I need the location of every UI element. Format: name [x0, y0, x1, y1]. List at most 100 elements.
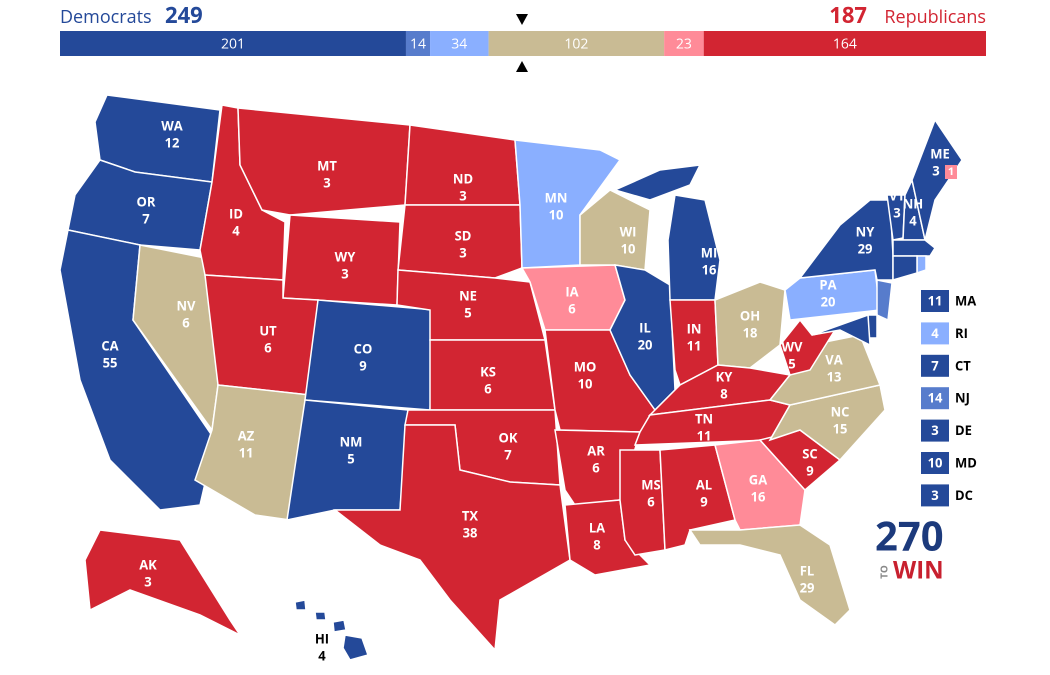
state-shape — [876, 279, 893, 322]
state-ev: 5 — [464, 303, 471, 321]
state-ev: 8 — [720, 384, 727, 402]
state-ev: 4 — [909, 211, 917, 229]
state-ev: 5 — [347, 449, 354, 467]
state-abbr: CO — [354, 339, 373, 357]
state-ev: 38 — [463, 523, 478, 541]
state-ev: 16 — [702, 260, 717, 278]
state-shape — [397, 204, 523, 279]
state-ev: 55 — [103, 353, 118, 371]
state-abbr: WY — [335, 247, 357, 265]
rep-total: 187 — [829, 0, 867, 30]
state-abbr: TX — [462, 506, 479, 524]
state-ev: 11 — [697, 426, 712, 444]
state-ev: 3 — [932, 161, 939, 179]
midpoint-arrow — [516, 14, 528, 25]
state-abbr: AK — [139, 555, 157, 573]
state-ev: 16 — [751, 487, 766, 505]
district-ev: 1 — [948, 164, 954, 179]
callout-ev: 11 — [928, 291, 943, 309]
state-ev: 3 — [341, 264, 348, 282]
state-abbr: OR — [137, 192, 156, 210]
state-shape — [84, 529, 243, 637]
state-ev: 29 — [858, 239, 873, 257]
state-abbr: NY — [856, 222, 876, 240]
state-abbr: ID — [229, 204, 243, 222]
state-abbr: SD — [455, 226, 472, 244]
rep-label: Republicans — [884, 5, 986, 29]
state-abbr: TN — [695, 409, 713, 427]
state-abbr: FL — [800, 561, 814, 579]
state-ev: 3 — [459, 186, 466, 204]
state-abbr: LA — [589, 518, 605, 536]
state-abbr: MT — [317, 156, 337, 174]
state-abbr: AR — [587, 441, 605, 459]
state-shape — [798, 199, 894, 281]
bar-segment — [405, 31, 431, 56]
state-abbr: SC — [802, 444, 817, 462]
state-abbr: ME — [930, 144, 950, 162]
state-ev: 15 — [833, 419, 848, 437]
state-shape — [342, 634, 369, 661]
state-abbr: CA — [101, 336, 118, 354]
state-abbr: UT — [259, 321, 277, 339]
state-abbr: WI — [620, 222, 637, 240]
state-abbr: MN — [545, 188, 568, 206]
callout-box — [921, 419, 949, 442]
callout-box — [921, 322, 949, 345]
state-abbr: VA — [825, 350, 842, 368]
state-abbr: MI — [701, 243, 718, 261]
bar-segment-label: 34 — [451, 34, 467, 53]
state-shape — [314, 611, 327, 621]
state-ev: 6 — [568, 299, 576, 317]
callout-ev: 7 — [931, 356, 939, 374]
state-abbr: PA — [819, 275, 836, 293]
callout-ev: 10 — [928, 453, 943, 471]
state-ev: 8 — [593, 535, 600, 553]
callout-ev: 14 — [928, 389, 943, 407]
callout-abbr: MA — [955, 291, 976, 309]
state-abbr: NM — [340, 432, 363, 450]
callout-box — [921, 484, 949, 507]
bar-segment-label: 23 — [676, 34, 692, 53]
state-ev: 3 — [144, 572, 151, 590]
state-ev: 11 — [687, 336, 702, 354]
bar-segment — [664, 31, 704, 56]
dem-total: 249 — [165, 0, 203, 30]
callout-abbr: DC — [955, 486, 973, 504]
state-ev: 6 — [592, 458, 600, 476]
state-ev: 6 — [484, 379, 492, 397]
state-abbr: IN — [687, 319, 702, 337]
logo-win: WIN — [893, 553, 944, 586]
state-shape — [892, 255, 918, 281]
state-ev: 18 — [743, 323, 758, 341]
state-ev: 4 — [232, 221, 240, 239]
state-abbr: WV — [781, 337, 803, 355]
bar-segment-label: 164 — [833, 34, 857, 53]
state-ev: 10 — [578, 374, 593, 392]
logo-number: 270 — [875, 508, 944, 563]
district-box — [945, 165, 957, 179]
state-ev: 13 — [827, 367, 842, 385]
state-shape — [916, 255, 927, 275]
callout-abbr: MD — [955, 453, 977, 471]
state-shape — [811, 313, 871, 347]
state-abbr: NC — [831, 402, 850, 420]
callout-ev: 3 — [931, 421, 938, 439]
state-ev: 9 — [700, 492, 707, 510]
bar-segment — [430, 31, 489, 56]
state-abbr: IL — [639, 318, 651, 336]
state-ev: 3 — [323, 173, 330, 191]
callout-box — [921, 290, 949, 312]
state-abbr: GA — [749, 470, 767, 488]
midpoint-arrow — [516, 61, 528, 72]
state-ev: 10 — [621, 239, 636, 257]
callout-abbr: NJ — [955, 389, 970, 407]
state-abbr: NE — [459, 286, 477, 304]
state-abbr: KY — [716, 367, 734, 385]
state-ev: 11 — [239, 443, 254, 461]
callout-box — [921, 354, 949, 377]
state-ev: 6 — [264, 338, 272, 356]
logo: 270 TO WIN — [875, 508, 944, 587]
state-abbr: WA — [161, 116, 183, 134]
